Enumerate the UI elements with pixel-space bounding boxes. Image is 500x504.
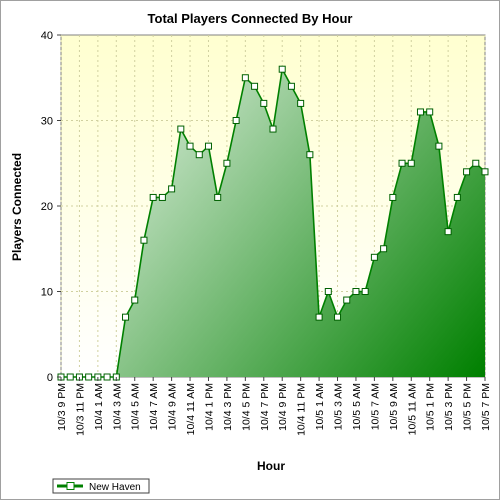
x-tick-label: 10/4 3 AM xyxy=(111,383,123,430)
data-point xyxy=(66,373,74,381)
y-axis-label: Players Connected xyxy=(10,153,24,261)
data-point xyxy=(214,193,222,201)
y-tick-label: 40 xyxy=(41,30,53,42)
data-point xyxy=(426,108,434,116)
x-tick-label: 10/5 5 AM xyxy=(351,383,363,430)
data-point xyxy=(223,159,231,167)
chart-title: Total Players Connected By Hour xyxy=(148,11,353,26)
x-tick-label: 10/5 9 AM xyxy=(388,383,400,430)
data-point xyxy=(131,296,139,304)
data-point xyxy=(85,373,93,381)
x-tick-label: 10/5 7 AM xyxy=(369,383,381,430)
legend-label-new-haven: New Haven xyxy=(89,482,141,493)
x-tick-label: 10/5 1 AM xyxy=(314,383,326,430)
data-point xyxy=(481,168,489,176)
x-axis-label: Hour xyxy=(257,459,285,473)
x-tick-label: 10/4 9 AM xyxy=(167,383,179,430)
data-point xyxy=(260,99,268,107)
data-point xyxy=(287,82,295,90)
data-point xyxy=(453,193,461,201)
data-point xyxy=(241,74,249,82)
data-point xyxy=(361,288,369,295)
data-point xyxy=(103,373,111,381)
legend-marker xyxy=(66,482,75,490)
data-point xyxy=(297,99,305,107)
data-point xyxy=(204,142,212,150)
x-tick-label: 10/5 1 PM xyxy=(425,383,437,431)
x-tick-label: 10/4 7 AM xyxy=(148,383,160,430)
y-tick-label: 0 xyxy=(47,372,53,384)
x-tick-label: 10/5 3 PM xyxy=(443,383,455,431)
data-point xyxy=(398,159,406,167)
data-point xyxy=(168,185,176,193)
data-point xyxy=(195,151,203,159)
data-point xyxy=(463,168,471,176)
data-point xyxy=(324,288,332,295)
data-point xyxy=(380,245,388,253)
y-tick-label: 20 xyxy=(41,201,53,213)
data-point xyxy=(407,159,415,167)
data-point xyxy=(352,288,360,295)
x-tick-label: 10/4 7 PM xyxy=(259,383,271,431)
x-tick-label: 10/4 9 PM xyxy=(277,383,289,431)
y-tick-label: 30 xyxy=(41,116,53,128)
x-axis: 10/3 9 PM 10/3 11 PM 10/4 1 AM 10/4 3 AM 10/… xyxy=(56,377,492,436)
x-tick-label: 10/4 11 AM xyxy=(185,383,197,435)
series-area-new-haven xyxy=(61,69,485,377)
data-point xyxy=(472,159,480,167)
data-point xyxy=(334,313,342,321)
x-tick-label: 10/5 7 PM xyxy=(480,383,492,431)
x-tick-label: 10/4 5 PM xyxy=(240,383,252,431)
data-point xyxy=(251,82,259,90)
data-point xyxy=(177,125,185,133)
x-tick-label: 10/5 3 AM xyxy=(333,383,345,430)
x-tick-label: 10/5 5 PM xyxy=(462,383,474,431)
data-point xyxy=(343,296,351,304)
x-tick-label: 10/4 11 PM xyxy=(296,383,308,436)
data-point xyxy=(389,193,397,201)
data-point xyxy=(444,228,452,236)
data-point xyxy=(140,236,148,244)
data-markers xyxy=(57,65,489,381)
legend-box xyxy=(52,478,150,494)
legend: New Haven xyxy=(52,478,150,494)
data-point xyxy=(269,125,277,133)
x-tick-label: 10/4 1 AM xyxy=(93,383,105,430)
data-point xyxy=(158,193,166,201)
x-tick-label: 10/5 11 AM xyxy=(406,383,418,435)
data-point xyxy=(435,142,443,150)
data-point xyxy=(306,151,314,159)
data-point xyxy=(278,65,286,73)
x-tick-label: 10/4 1 PM xyxy=(203,383,215,431)
x-tick-label: 10/4 3 PM xyxy=(222,383,234,431)
data-point xyxy=(315,313,323,321)
y-tick-label: 10 xyxy=(41,287,53,299)
data-point xyxy=(416,108,424,116)
data-point xyxy=(122,313,130,321)
y-axis: 0 10 20 30 40 xyxy=(41,30,61,384)
data-point xyxy=(232,117,240,124)
data-point xyxy=(186,142,194,150)
data-point xyxy=(370,253,378,261)
x-tick-label: 10/3 9 PM xyxy=(56,383,68,431)
x-tick-label: 10/4 5 AM xyxy=(130,383,142,430)
data-point xyxy=(149,193,157,201)
x-tick-label: 10/3 11 PM xyxy=(74,383,86,436)
